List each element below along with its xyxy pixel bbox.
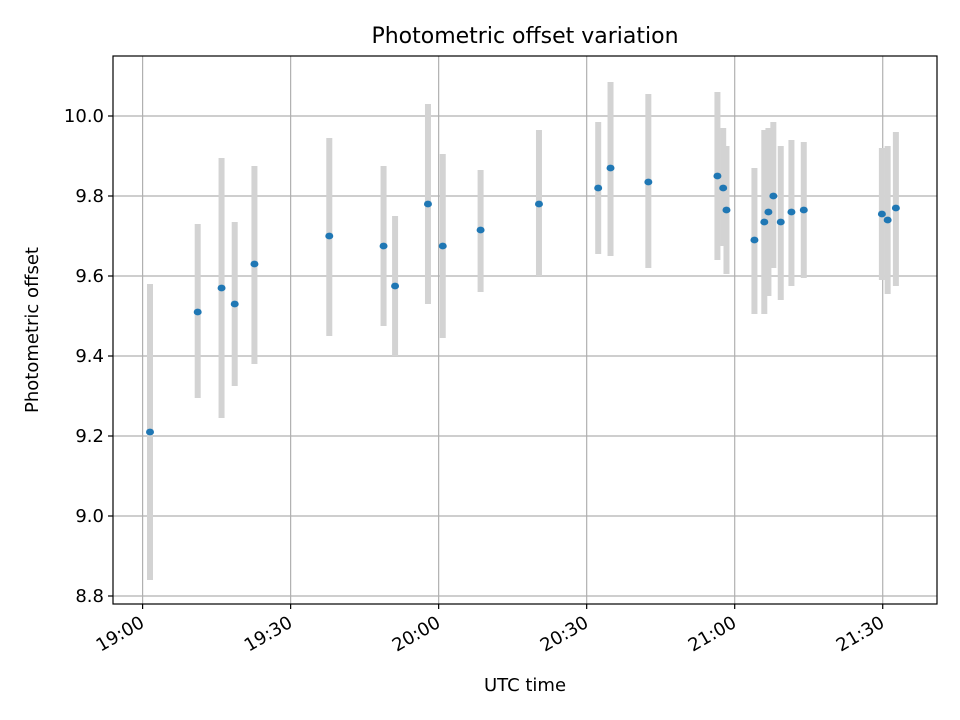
data-point [722,206,731,214]
data-point [146,428,155,436]
data-point [534,200,543,208]
y-tick-label: 9.0 [75,506,104,527]
chart-title: Photometric offset variation [371,24,678,49]
data-point [379,242,388,250]
data-point [799,206,808,214]
data-point [877,210,886,218]
data-point [776,218,785,226]
data-point [713,172,722,180]
data-point [883,216,892,224]
x-axis-title: UTC time [484,675,566,696]
data-point [764,208,773,216]
data-point [769,192,778,200]
data-point [594,184,603,192]
data-point [325,232,334,240]
data-point [250,260,259,268]
data-point [391,282,400,290]
data-point [606,164,615,172]
data-point [217,284,226,292]
y-tick-label: 9.6 [75,266,104,287]
data-point [750,236,759,244]
y-axis-title: Photometric offset [22,247,43,413]
data-point [644,178,653,186]
data-point [423,200,432,208]
y-axis-ticks: 8.8 9.0 9.2 9.4 9.6 9.8 10.0 [64,106,113,607]
data-point [438,242,447,250]
data-point [476,226,485,234]
data-point [230,300,239,308]
y-tick-label: 9.2 [75,426,104,447]
data-points [146,164,900,436]
y-tick-label: 10.0 [64,106,104,127]
data-point [719,184,728,192]
y-tick-label: 9.8 [75,186,104,207]
grid [113,56,937,604]
data-point [760,218,769,226]
y-tick-label: 9.4 [75,346,104,367]
data-point [193,308,202,316]
plot-frame [112,55,938,605]
data-point [787,208,796,216]
y-tick-label: 8.8 [75,586,104,607]
data-point [891,204,900,212]
